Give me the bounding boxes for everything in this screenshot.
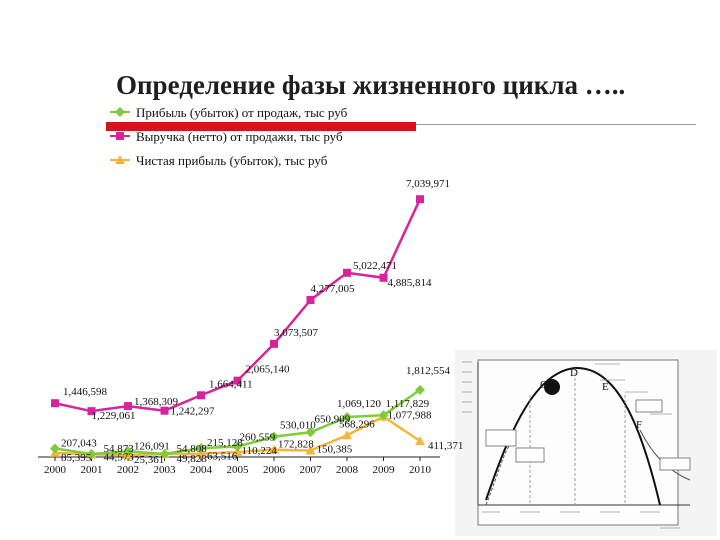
data-label-square: 1,229,061 xyxy=(92,410,136,422)
data-label-triangle: 110,224 xyxy=(242,445,278,457)
point-square xyxy=(343,268,351,277)
point-triangle xyxy=(415,435,425,445)
data-label-diamond: 54,808 xyxy=(177,443,208,455)
data-label-diamond: 54,873 xyxy=(104,443,135,455)
point-square xyxy=(197,391,205,400)
legend-entry: Чистая прибыль (убыток), тыс руб xyxy=(136,153,328,168)
point-diamond xyxy=(342,411,352,422)
point-triangle xyxy=(342,430,352,440)
diagram-letter-c: C xyxy=(540,379,547,391)
data-label-triangle: 44,573 xyxy=(104,451,135,463)
title-accent-bar xyxy=(106,122,416,131)
data-label-triangle: 411,371 xyxy=(428,440,463,452)
point-diamond xyxy=(269,431,279,442)
data-label-square: 4,277,005 xyxy=(311,283,356,295)
series-markers xyxy=(50,195,425,460)
diagram-top-notes xyxy=(595,363,672,415)
x-tick-label: 2000 xyxy=(44,464,67,476)
x-tick-label: 2008 xyxy=(336,464,359,476)
diagram-side-ticks xyxy=(462,361,472,413)
diagram-letter-f: F xyxy=(636,419,642,431)
data-label-triangle: 49,828 xyxy=(177,453,208,465)
point-diamond xyxy=(50,443,60,454)
data-label-square: 2,065,140 xyxy=(246,364,291,376)
point-square xyxy=(416,195,424,204)
lifecycle-diagram: C D E F xyxy=(462,359,691,529)
point-square xyxy=(379,273,388,282)
data-label-triangle: 172,828 xyxy=(278,439,314,451)
point-square xyxy=(124,402,132,411)
data-label-triangle: 25,361 xyxy=(134,454,164,466)
data-label-square: 1,446,598 xyxy=(63,386,108,398)
legend-marker-square xyxy=(116,132,124,140)
diagram-decline-curve xyxy=(639,429,691,481)
data-label-triangle: 85,395 xyxy=(61,452,92,464)
diagram-callout-box-3 xyxy=(635,399,663,413)
data-label-diamond: 1,812,554 xyxy=(406,365,451,377)
slide-title: Определение фазы жизненного цикла ….. xyxy=(116,70,626,100)
point-diamond xyxy=(196,443,206,454)
data-label-square: 7,039,971 xyxy=(406,178,450,190)
data-label-square: 1,664,411 xyxy=(209,378,253,390)
x-tick-label: 2009 xyxy=(373,464,396,476)
x-tick-label: 2007 xyxy=(300,464,323,476)
data-label-triangle: 63,516 xyxy=(207,451,238,463)
point-square xyxy=(270,339,278,348)
data-label-diamond: 207,043 xyxy=(61,437,97,449)
data-label-square: 4,885,814 xyxy=(388,277,433,289)
x-tick-label: 2006 xyxy=(263,464,286,476)
data-label-triangle: 150,385 xyxy=(317,444,353,456)
point-diamond xyxy=(305,427,316,438)
data-label-diamond: 650,909 xyxy=(315,413,351,425)
point-diamond xyxy=(378,410,389,421)
current-phase-marker xyxy=(544,379,560,395)
data-label-square: 5,022,471 xyxy=(353,260,397,272)
x-tick-label: 2004 xyxy=(190,464,213,476)
diagram-callout-box-2 xyxy=(515,447,545,463)
data-label-diamond: 215,128 xyxy=(207,437,243,449)
data-label-triangle: 568,296 xyxy=(339,418,375,430)
chart-legend: Прибыль (убыток) от продаж, тыс руб Выруч… xyxy=(110,105,348,168)
data-label-diamond: 1,117,829 xyxy=(386,398,430,410)
diagram-bottom-ticks xyxy=(482,511,680,529)
x-tick-label: 2003 xyxy=(154,464,177,476)
data-label-diamond: 126,091 xyxy=(134,440,170,452)
point-square xyxy=(160,406,169,415)
data-label-diamond: 1,069,120 xyxy=(337,398,382,410)
data-label-square: 1,242,297 xyxy=(171,406,216,418)
x-tick-label: 2005 xyxy=(227,464,250,476)
legend-entry: Прибыль (убыток) от продаж, тыс руб xyxy=(136,105,348,120)
point-diamond xyxy=(232,441,243,452)
legend-entry: Выручка (нетто) от продажи, тыс руб xyxy=(136,129,343,144)
diagram-callout-box-4 xyxy=(659,457,691,471)
x-axis: 2000 2001 2002 2003 2004 2005 2006 2007 2008 2009… xyxy=(38,456,440,476)
point-triangle xyxy=(196,448,206,458)
point-square xyxy=(306,295,315,304)
data-label-square: 1,368,309 xyxy=(134,396,179,408)
diagram-callout-box-1 xyxy=(485,429,517,447)
legend-marker-diamond xyxy=(115,107,125,117)
point-diamond xyxy=(86,448,97,459)
data-label-diamond: 530,010 xyxy=(280,420,316,432)
x-tick-label: 2002 xyxy=(117,464,139,476)
x-tick-label: 2001 xyxy=(81,464,103,476)
diagram-letter-e: E xyxy=(602,381,609,393)
data-label-triangle: 1,077,988 xyxy=(388,410,433,422)
legend-marker-triangle xyxy=(115,155,125,164)
point-diamond xyxy=(159,449,170,460)
data-label-square: 3,073,507 xyxy=(274,327,319,339)
diagram-letter-d: D xyxy=(570,367,578,379)
point-square xyxy=(87,407,96,416)
point-triangle xyxy=(269,444,279,454)
point-square xyxy=(51,399,59,408)
x-tick-label: 2010 xyxy=(409,464,432,476)
data-label-diamond: 260,559 xyxy=(240,431,276,443)
point-square xyxy=(233,376,242,385)
diagram-secondary-curve xyxy=(485,439,516,506)
point-diamond xyxy=(415,384,425,395)
point-triangle xyxy=(305,445,316,455)
point-diamond xyxy=(123,446,133,457)
